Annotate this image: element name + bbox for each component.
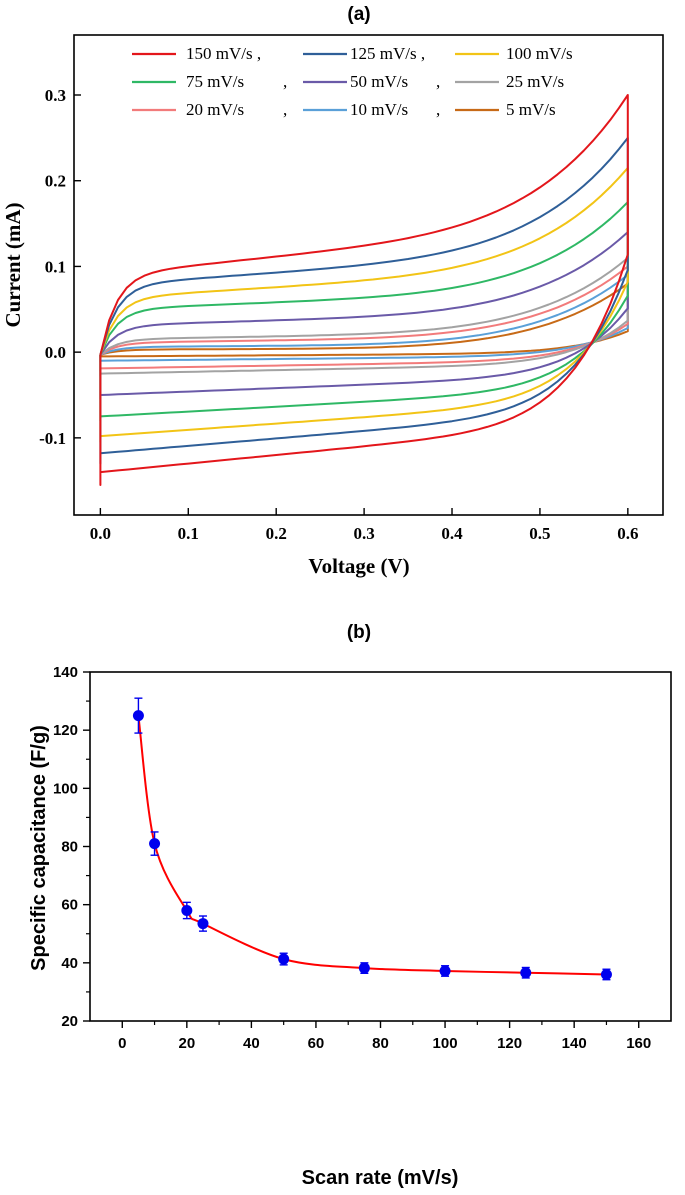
legend-label: 10 mV/s	[350, 100, 408, 119]
x-tick-label: 0	[118, 1035, 126, 1052]
y-tick-label: 0.0	[45, 343, 66, 362]
panel-b-title: (b)	[347, 622, 371, 643]
cv-curve-150-mv-s	[99, 94, 629, 486]
panel-a-title: (a)	[347, 4, 370, 25]
x-tick-label: 60	[308, 1035, 325, 1052]
y-axis-label: Current (mA)	[1, 202, 25, 327]
x-tick-label: 0.1	[178, 524, 199, 543]
y-tick-label: 100	[53, 780, 78, 797]
capacitance-chart: (b) 0 20 40 60 80 100 120 140 160 20 40 60 80 100 120…	[28, 622, 672, 1189]
y-axis-ticks: 20 40 60 80 100 120 140	[53, 664, 90, 1030]
y-tick-label: 60	[61, 897, 78, 914]
cv-curve-100-mv-s	[99, 166, 629, 444]
legend-separator: ,	[436, 72, 440, 91]
y-tick-label: 20	[61, 1013, 78, 1030]
x-tick-label: 80	[372, 1035, 389, 1052]
x-tick-label: 0.2	[266, 524, 287, 543]
error-bars	[134, 697, 611, 981]
plot-frame	[73, 34, 664, 516]
data-point	[132, 710, 144, 722]
y-tick-label: 120	[53, 722, 78, 739]
data-point	[197, 918, 209, 930]
x-axis-label: Voltage (V)	[308, 554, 409, 578]
data-point	[600, 968, 612, 980]
y-axis-ticks: -0.1 0.0 0.1 0.2 0.3	[39, 86, 81, 448]
x-axis-ticks: 0 20 40 60 80 100 120 140 160	[118, 1021, 651, 1052]
x-tick-label: 120	[497, 1035, 522, 1052]
y-tick-label: 0.3	[45, 86, 66, 105]
data-point	[278, 953, 290, 965]
x-tick-label: 0.6	[617, 524, 638, 543]
x-tick-label: 40	[243, 1035, 260, 1052]
x-tick-label: 0.3	[353, 524, 374, 543]
legend-separator: ,	[283, 72, 287, 91]
y-tick-label: -0.1	[39, 429, 66, 448]
legend-label: 150 mV/s ,	[186, 44, 261, 63]
legend-label: 75 mV/s	[186, 72, 244, 91]
cv-curve-20-mv-s	[99, 265, 629, 372]
x-tick-label: 0.5	[529, 524, 550, 543]
x-axis-label: Scan rate (mV/s)	[302, 1167, 459, 1189]
cv-curve-50-mv-s	[99, 231, 629, 401]
legend-label: 100 mV/s	[506, 44, 573, 63]
x-tick-label: 100	[433, 1035, 458, 1052]
legend-label: 50 mV/s	[350, 72, 408, 91]
data-point	[181, 904, 193, 916]
cv-curves	[99, 94, 629, 486]
x-tick-label: 0.0	[90, 524, 111, 543]
x-tick-label: 160	[626, 1035, 651, 1052]
legend: 150 mV/s , 125 mV/s , 100 mV/s 75 mV/s 50 mV…	[132, 44, 573, 119]
x-tick-label: 20	[178, 1035, 195, 1052]
data-points	[132, 710, 612, 980]
y-tick-label: 140	[53, 664, 78, 681]
y-axis-label: Specific capacitance (F/g)	[28, 725, 50, 971]
y-tick-label: 80	[61, 839, 78, 856]
cv-curve-25-mv-s	[99, 256, 629, 378]
x-tick-label: 140	[562, 1035, 587, 1052]
data-point	[520, 967, 532, 979]
x-tick-label: 0.4	[441, 524, 463, 543]
legend-label: 25 mV/s	[506, 72, 564, 91]
cv-curve-125-mv-s	[99, 136, 629, 465]
cv-curve-5-mv-s	[99, 282, 629, 359]
data-point	[439, 965, 451, 977]
x-axis-ticks: 0.0 0.1 0.2 0.3 0.4 0.5 0.6	[90, 508, 638, 543]
cv-chart: (a) 0.0 0.1 0.2 0.3 0.4 0.5 0.6 -0.10.00.10.20…	[1, 4, 664, 578]
data-point	[358, 962, 370, 974]
y-tick-label: 0.2	[45, 172, 66, 191]
capacitance-line	[137, 715, 607, 976]
legend-separator: ,	[436, 100, 440, 119]
legend-label: 5 mV/s	[506, 100, 556, 119]
y-tick-label: 0.1	[45, 257, 66, 276]
y-tick-label: 40	[61, 955, 78, 972]
data-point	[149, 838, 161, 850]
cv-curve-10-mv-s	[99, 274, 629, 364]
legend-label: 20 mV/s	[186, 100, 244, 119]
legend-label: 125 mV/s ,	[350, 44, 425, 63]
cv-curve-75-mv-s	[99, 201, 629, 422]
legend-separator: ,	[283, 100, 287, 119]
